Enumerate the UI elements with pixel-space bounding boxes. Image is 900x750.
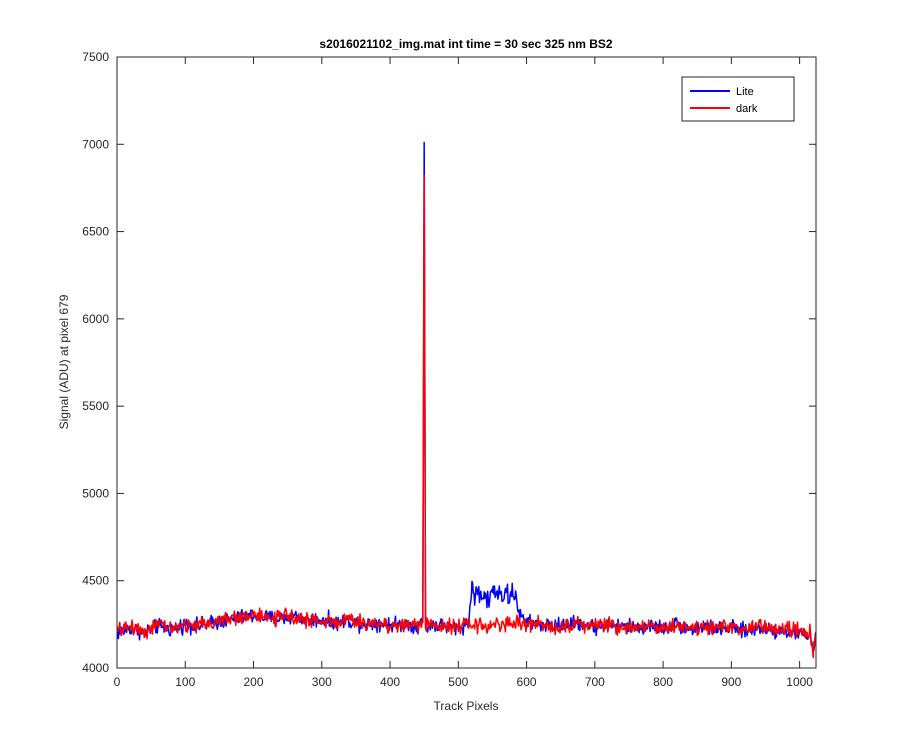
x-tick-label: 1000 — [786, 675, 813, 689]
x-tick-label: 800 — [653, 675, 673, 689]
legend-label-lite: Lite — [736, 86, 754, 98]
x-tick-label: 100 — [175, 675, 195, 689]
x-tick-label: 700 — [585, 675, 605, 689]
y-tick-label: 6500 — [82, 225, 109, 239]
axes-box — [116, 56, 817, 669]
chart-title: s2016021102_img.mat int time = 30 sec 32… — [319, 37, 613, 51]
y-tick-label: 5500 — [82, 399, 109, 413]
x-tick-label: 600 — [517, 675, 537, 689]
x-axis: 0 100 200 300 400 500 600 700 800 900 1000 — [114, 57, 813, 689]
legend-label-dark: dark — [736, 103, 758, 115]
legend: Lite dark — [681, 76, 795, 122]
x-tick-label: 400 — [380, 675, 400, 689]
y-axis-label: Signal (ADU) at pixel 679 — [57, 294, 71, 429]
x-tick-label: 0 — [114, 675, 121, 689]
x-tick-label: 900 — [721, 675, 741, 689]
y-tick-label: 5000 — [82, 486, 109, 500]
x-tick-label: 500 — [448, 675, 468, 689]
series-line-dark — [117, 174, 816, 659]
y-tick-label: 6000 — [82, 312, 109, 326]
y-tick-label: 7500 — [82, 50, 109, 64]
x-tick-label: 300 — [312, 675, 332, 689]
series-layer — [117, 141, 816, 659]
legend-box — [681, 76, 795, 122]
y-axis: 4000 4500 5000 5500 6000 6500 7000 7500 — [82, 50, 816, 675]
y-tick-label: 7000 — [82, 137, 109, 151]
x-axis-label: Track Pixels — [434, 699, 499, 713]
y-tick-label: 4500 — [82, 574, 109, 588]
plot-area — [117, 57, 816, 668]
x-tick-label: 200 — [244, 675, 264, 689]
y-tick-label: 4000 — [82, 661, 109, 675]
